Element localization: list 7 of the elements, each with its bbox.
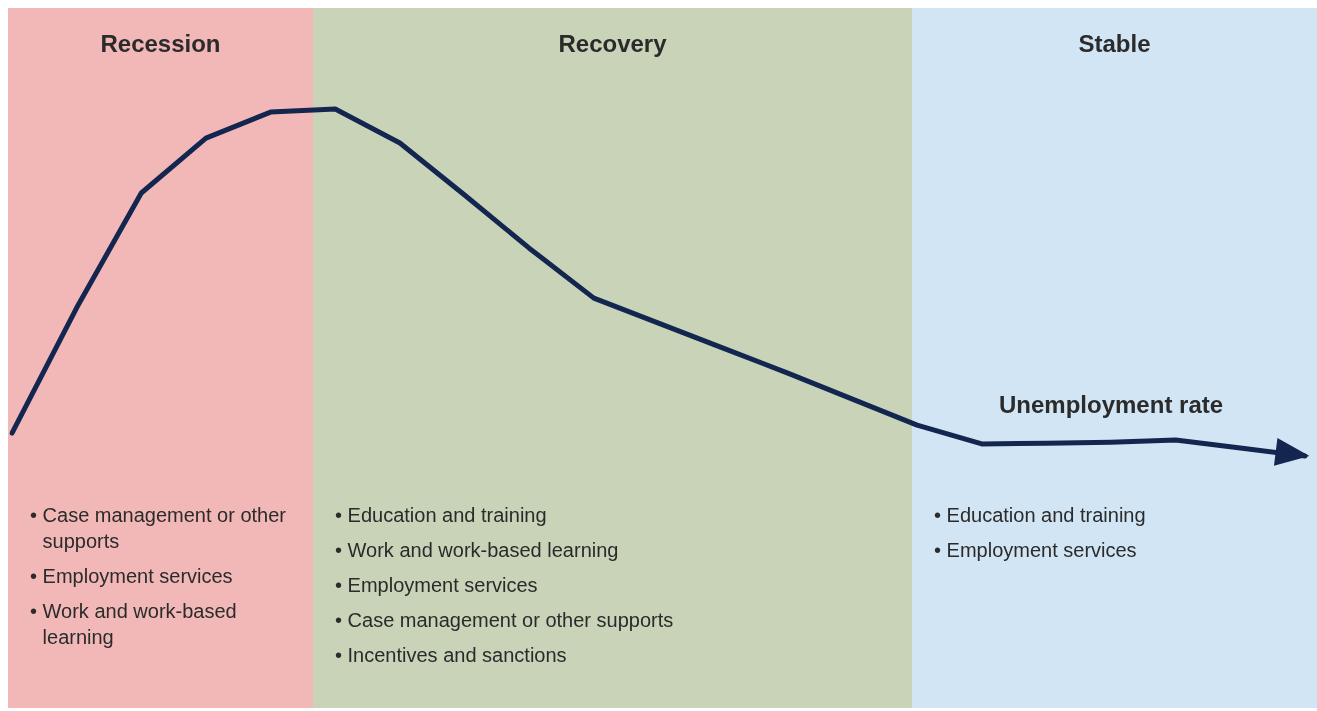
text: • Case management or other supports • Employment services • Work and work-based learning (30, 504, 287, 648)
text: • Education and training • Work and work-based learning • Employment services • Case management or other supports • Incentives and sanctions (335, 504, 674, 666)
text: • Education and training • Employment services (934, 504, 1146, 561)
series-label: Unemployment rate (999, 390, 1224, 418)
text: Recession (100, 29, 221, 57)
text: Recovery (558, 29, 668, 57)
text: Stable (1078, 29, 1151, 57)
